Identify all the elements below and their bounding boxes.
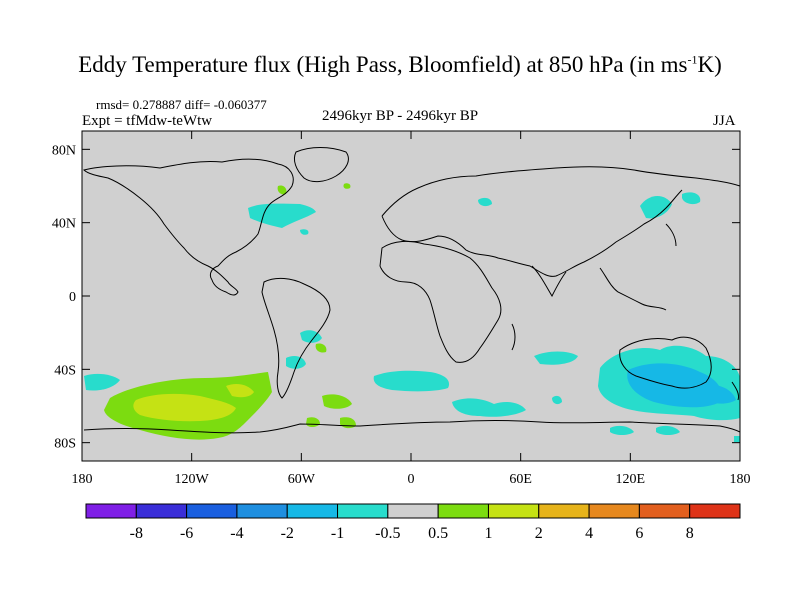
colorbar-label: 1 [484,525,492,542]
title-main: Eddy Temperature flux (High Pass, Bloomf… [78,52,688,77]
colorbar-labels: -8 -6 -4 -2 -1 -0.5 0.5 1 2 4 6 8 [130,525,694,542]
colorbar-label: -2 [281,525,294,542]
colorbar-swatch [689,503,741,519]
colorbar-swatch [538,503,590,519]
colorbar-swatch [135,503,188,519]
chart-title: Eddy Temperature flux (High Pass, Bloomf… [0,52,800,78]
anomaly-north-atlantic-green [277,185,287,195]
colorbar-swatch [236,503,288,519]
colorbar-swatch [337,503,389,519]
coast-africa [379,240,502,363]
season-label: JJA [713,113,736,129]
anomaly-pacific-cyan-1 [640,195,672,219]
anomaly-australia-blue [627,363,722,408]
period-label: 2496kyr BP - 2496kyr BP [322,108,479,124]
colorbar [85,503,741,519]
colorbar-label: 4 [585,525,593,542]
anomaly-north-atlantic-cyan [248,203,316,228]
anomaly-indian-small-2 [656,425,680,435]
colorbar-label: 0.5 [428,525,448,542]
colorbar-label: -0.5 [375,525,400,542]
experiment-label: Expt = tfMdw-teWtw [82,113,213,129]
coast-antarctica [83,420,741,434]
anomaly-asia-cyan-1 [478,197,492,207]
rmsd-diff-text: rmsd= 0.278887 diff= -0.060377 [96,97,267,112]
anomaly-indian-cyan-2 [534,351,578,365]
colorbar-label: 6 [635,525,643,542]
coast-japan [665,223,677,247]
anomaly-south-atlantic-green [322,394,352,409]
coast-greenland [293,147,349,183]
anomaly-argentina-green [315,343,327,353]
anomaly-indian-cyan-1 [452,398,526,417]
lon-label: 180 [730,472,751,487]
anomaly-argentina-cyan [300,330,322,343]
coast-southeast-asia [599,267,667,311]
colorbar-label: 8 [686,525,694,542]
lon-label: 180 [72,472,93,487]
lat-label: 40S [54,363,76,378]
longitude-labels: 180 120W 60W 0 60E 120E 180 [72,472,751,487]
lat-label: 80N [52,143,76,158]
colorbar-swatch [286,503,339,519]
lat-label: 40N [52,217,76,232]
anomaly-south-america-cyan [286,356,306,369]
colorbar-swatch [638,503,691,519]
colorbar-label: -6 [180,525,193,542]
anomaly-south-pacific-yellow-2 [226,384,254,398]
anomaly-south-pacific-yellow [133,393,236,422]
anomaly-indian-small-1 [610,425,634,435]
anomaly-indian-small-3 [734,436,740,442]
coast-australia [619,336,712,389]
latitude-labels: 80N 40N 0 40S 80S [52,143,76,451]
colorbar-swatch [186,503,238,519]
anomaly-regions [84,183,740,442]
coast-europe-asia [381,166,741,277]
title-exponent: -1 [687,52,698,67]
colorbar-swatch [85,503,137,519]
anomaly-new-zealand-blue [700,384,736,404]
coast-north-america [83,158,294,296]
colorbar-label: 2 [535,525,543,542]
anomaly-atlantic-cyan-2 [300,229,309,235]
lon-label: 60E [509,472,532,487]
coast-madagascar [511,323,516,351]
coast-new-zealand [731,381,739,401]
coast-india [531,265,567,298]
colorbar-swatch [437,503,489,519]
lon-label: 0 [408,472,415,487]
coast-south-america [261,277,331,399]
anomaly-sw-pacific-cyan [84,373,120,391]
lon-label: 60W [288,472,316,487]
colorbar-swatch [588,503,640,519]
coastlines [83,147,741,434]
anomaly-south-atlantic-cyan [373,370,450,392]
colorbar-swatch [387,503,439,519]
longitude-ticks [81,131,741,461]
lon-label: 120E [616,472,646,487]
anomaly-greenland-green [343,183,351,189]
colorbar-label: -4 [230,525,243,542]
lon-label: 120W [175,472,210,487]
anomaly-indian-cyan-3 [552,395,562,405]
colorbar-label: -8 [130,525,143,542]
colorbar-swatch [487,503,540,519]
lat-label: 80S [54,437,76,452]
anomaly-pacific-cyan-2 [682,192,701,205]
latitude-ticks [82,148,740,444]
colorbar-label: -1 [331,525,344,542]
lat-label: 0 [69,290,76,305]
title-tail: K) [697,52,722,77]
